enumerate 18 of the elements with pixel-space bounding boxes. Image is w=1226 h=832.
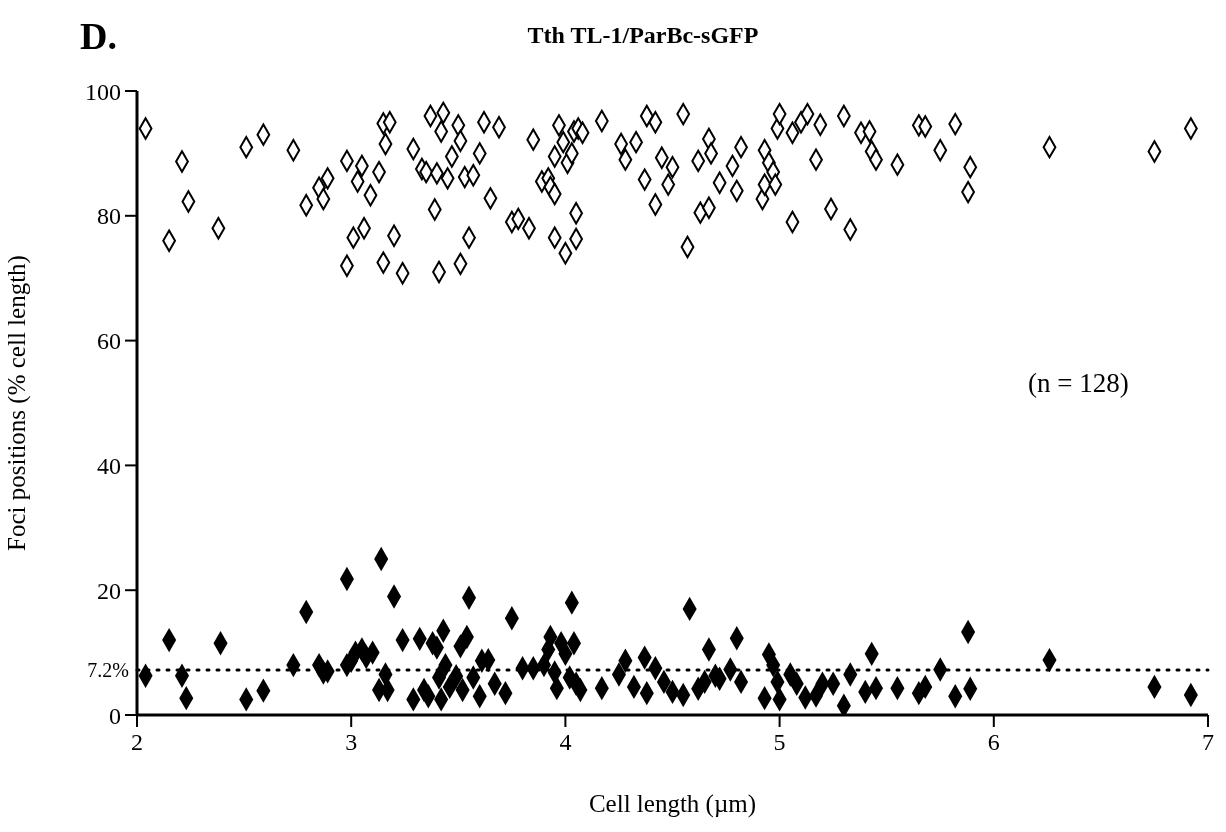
x-axis-title: Cell length (µm) <box>588 790 757 818</box>
chart-title: Tth TL-1/ParBc-sGFP <box>527 22 759 48</box>
ref-line-label: 7.2% <box>87 659 129 682</box>
y-tick-label: 0 <box>109 702 121 729</box>
x-tick-label: 7 <box>1202 729 1214 756</box>
text: D. <box>80 14 117 58</box>
y-axis-title: Foci positions (% cell length) <box>2 255 31 551</box>
y-tick-label: 40 <box>97 452 121 479</box>
x-tick-label: 5 <box>773 729 786 756</box>
y-tick-label: 80 <box>97 203 121 230</box>
x-tick-label: 2 <box>131 729 143 756</box>
y-tick-label: 60 <box>97 328 121 355</box>
x-tick-label: 3 <box>345 729 358 756</box>
x-tick-label: 6 <box>987 729 1000 756</box>
annotation: (n = 128) <box>1028 368 1129 399</box>
y-tick-label: 100 <box>85 78 121 105</box>
x-tick-label: 4 <box>559 729 572 756</box>
y-tick-label: 20 <box>97 577 121 604</box>
